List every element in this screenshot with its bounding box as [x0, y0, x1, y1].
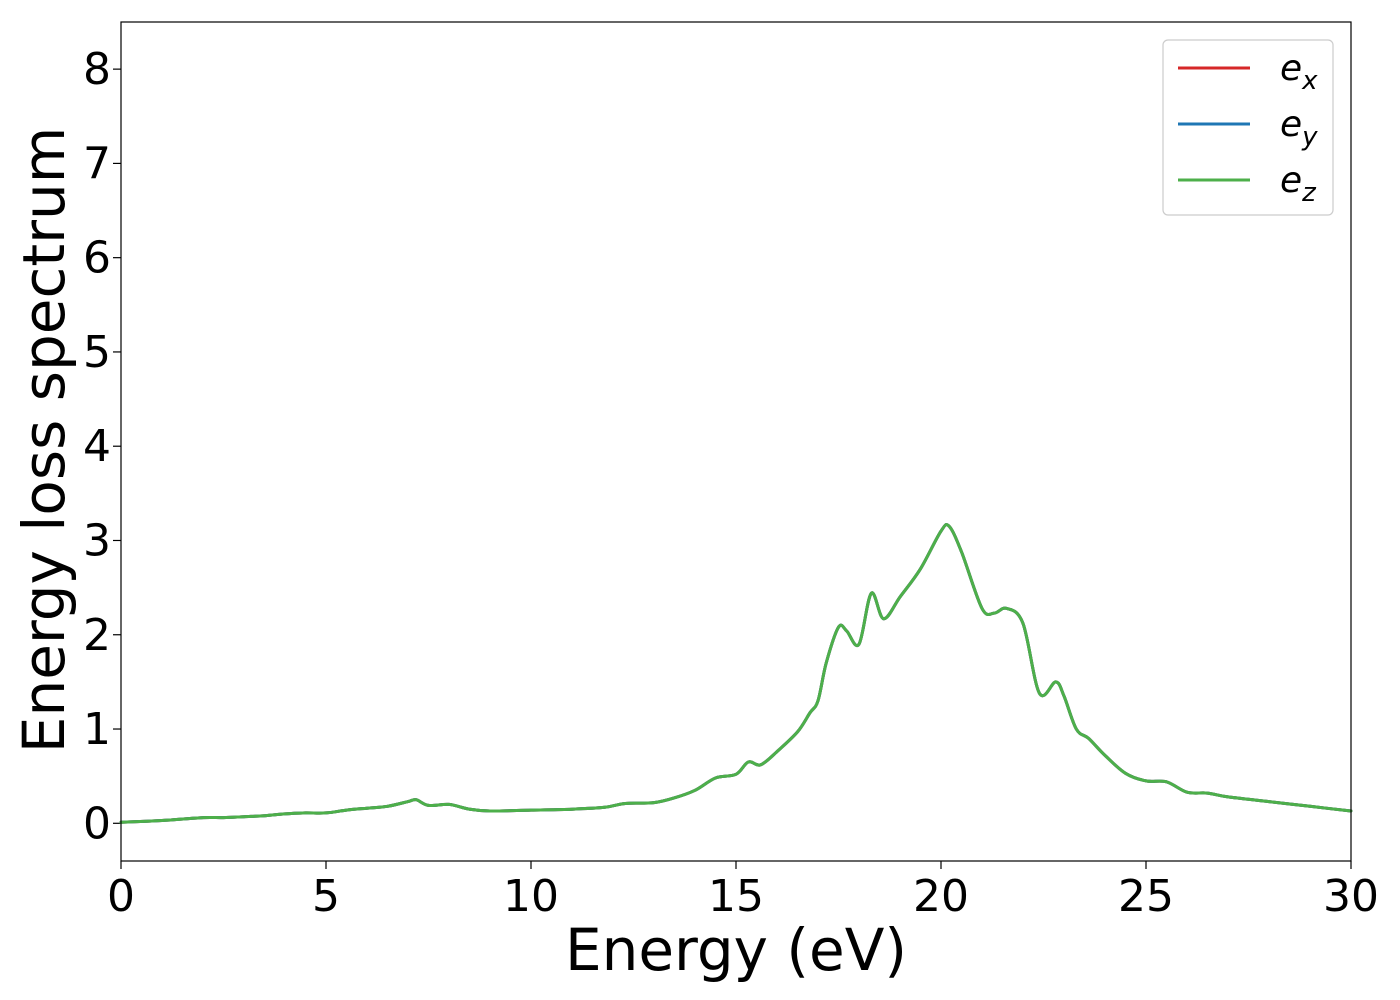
x-tick-label: 10 — [503, 871, 559, 922]
y-tick-label: 4 — [83, 421, 111, 472]
x-axis-label: Energy (eV) — [565, 916, 907, 984]
y-ticks: 0 1 2 3 4 5 6 7 8 — [83, 44, 121, 849]
y-tick-label: 6 — [83, 233, 111, 284]
legend-label-ez: ez — [1280, 160, 1317, 208]
y-tick-label: 5 — [83, 327, 111, 378]
x-tick-label: 5 — [312, 871, 340, 922]
series-line-ey — [119, 522, 1353, 824]
legend-label-ey: ey — [1280, 104, 1318, 152]
x-ticks: 0 5 10 15 20 25 30 — [107, 861, 1379, 922]
legend: ex ey ez — [1162, 39, 1334, 216]
series-line-ez — [119, 522, 1353, 824]
series-lines — [119, 522, 1353, 824]
legend-box — [1162, 39, 1334, 216]
x-tick-label: 15 — [708, 871, 764, 922]
x-tick-label: 25 — [1118, 871, 1174, 922]
y-tick-label: 3 — [83, 515, 111, 566]
y-tick-label: 2 — [83, 610, 111, 661]
y-tick-label: 0 — [83, 798, 111, 849]
plot-frame — [120, 21, 1352, 862]
series-line-ex — [119, 522, 1353, 824]
legend-label-ex: ex — [1280, 48, 1318, 96]
x-tick-label: 20 — [913, 871, 969, 922]
x-tick-label: 0 — [107, 871, 135, 922]
y-tick-label: 7 — [83, 138, 111, 189]
y-tick-label: 1 — [83, 704, 111, 755]
x-tick-label: 30 — [1323, 871, 1379, 922]
y-tick-label: 8 — [83, 44, 111, 95]
y-axis-label: Energy loss spectrum — [10, 127, 78, 753]
